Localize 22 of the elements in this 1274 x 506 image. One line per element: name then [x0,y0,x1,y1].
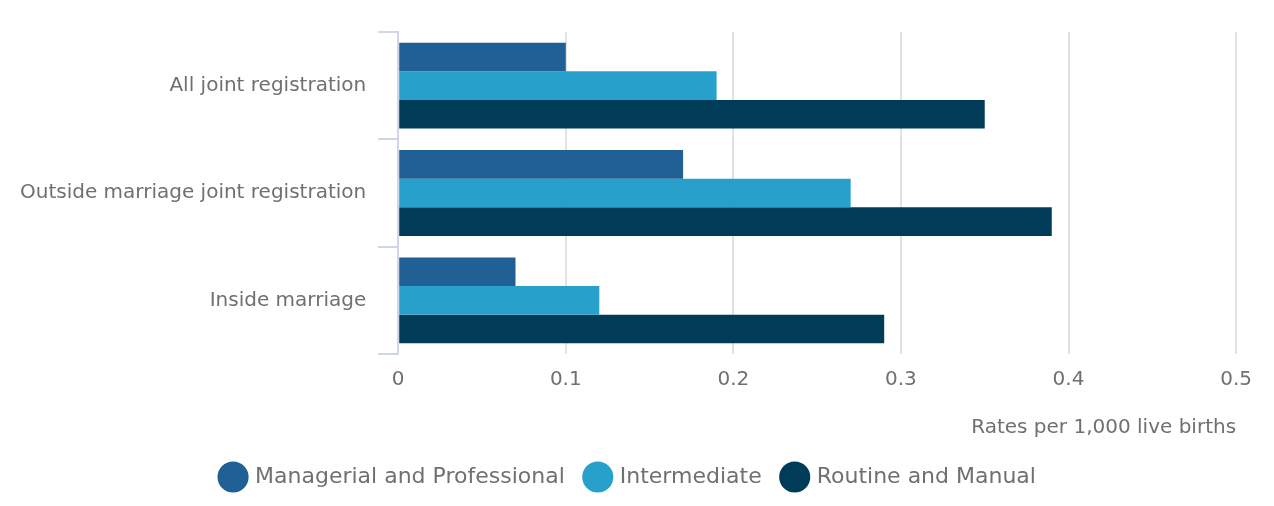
x-tick-label: 0.5 [1220,366,1252,391]
legend-label: Routine and Manual [816,462,1036,488]
bar [399,286,600,315]
y-tick-label: All joint registration [169,71,367,96]
bar [399,42,566,72]
x-tick-label: 0.2 [717,366,750,391]
bar [399,178,851,208]
bar [399,150,684,179]
x-axis-title: Rates per 1,000 live births [971,414,1237,439]
x-tick-label: 0.4 [1052,366,1085,391]
legend-label: Managerial and Professional [255,462,565,488]
x-tick-label: 0.3 [885,366,917,391]
y-tick-label: Inside marriage [209,286,367,311]
x-tick-label: 0 [391,366,405,391]
y-tick-label: Outside marriage joint registration [19,179,367,204]
bar [399,314,885,344]
legend-label: Intermediate [619,462,762,488]
bar [399,99,985,129]
bar [399,207,1052,236]
bar [399,71,717,100]
x-tick-label: 0.1 [549,366,582,391]
bar [399,257,516,287]
